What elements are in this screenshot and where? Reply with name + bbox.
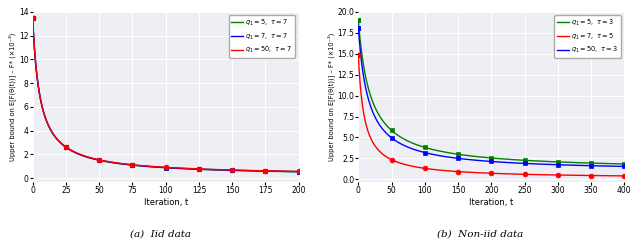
Line: $q_1 = 50,\ \tau = 3$: $q_1 = 50,\ \tau = 3$ <box>358 28 625 166</box>
$q_1 = 50,\ \tau = 3$ <box>477 159 484 162</box>
$q_1 = 50,\ \tau = 7$ <box>158 166 166 168</box>
$q_1 = 7,\ \tau = 7$ <box>29 16 36 19</box>
$q_1 = 5,\ \tau = 3$ <box>612 162 620 165</box>
$q_1 = 5,\ \tau = 7$ <box>151 166 159 168</box>
$q_1 = 7,\ \tau = 5$ <box>368 139 376 142</box>
$q_1 = 5,\ \tau = 7$ <box>158 166 166 169</box>
$q_1 = 7,\ \tau = 7$ <box>287 170 295 173</box>
$q_1 = 50,\ \tau = 3$ <box>621 165 628 168</box>
$q_1 = 50,\ \tau = 3$ <box>612 165 620 168</box>
Y-axis label: Upper bound on E[F(θ(t))] – F* (×10⁻³): Upper bound on E[F(θ(t))] – F* (×10⁻³) <box>327 33 335 161</box>
Line: $q_1 = 7,\ \tau = 5$: $q_1 = 7,\ \tau = 5$ <box>358 55 625 176</box>
$q_1 = 5,\ \tau = 3$ <box>477 156 484 158</box>
$q_1 = 5,\ \tau = 7$ <box>238 169 246 172</box>
$q_1 = 50,\ \tau = 7$ <box>287 170 295 173</box>
$q_1 = 50,\ \tau = 3$ <box>564 164 572 167</box>
$q_1 = 50,\ \tau = 3$ <box>368 109 376 111</box>
Y-axis label: Upper bound on E[F(θ(t))] – F* (×10⁻³): Upper bound on E[F(θ(t))] – F* (×10⁻³) <box>8 33 16 161</box>
Line: $q_1 = 5,\ \tau = 7$: $q_1 = 5,\ \tau = 7$ <box>33 18 299 172</box>
$q_1 = 7,\ \tau = 5$ <box>612 174 620 177</box>
$q_1 = 5,\ \tau = 3$ <box>484 156 492 159</box>
Text: (b)  Non-iid data: (b) Non-iid data <box>437 230 523 239</box>
$q_1 = 7,\ \tau = 5$ <box>564 174 572 177</box>
$q_1 = 50,\ \tau = 3$ <box>355 26 362 29</box>
$q_1 = 7,\ \tau = 5$ <box>621 174 628 177</box>
$q_1 = 5,\ \tau = 7$ <box>42 119 50 122</box>
$q_1 = 50,\ \tau = 3$ <box>484 160 492 163</box>
$q_1 = 5,\ \tau = 7$ <box>295 170 303 173</box>
$q_1 = 7,\ \tau = 7$ <box>295 170 303 173</box>
$q_1 = 50,\ \tau = 7$ <box>287 170 294 173</box>
$q_1 = 7,\ \tau = 5$ <box>477 171 484 174</box>
$q_1 = 50,\ \tau = 7$ <box>238 169 246 172</box>
$q_1 = 50,\ \tau = 7$ <box>29 16 36 19</box>
Line: $q_1 = 50,\ \tau = 7$: $q_1 = 50,\ \tau = 7$ <box>33 18 299 171</box>
$q_1 = 50,\ \tau = 3$ <box>612 165 620 168</box>
$q_1 = 5,\ \tau = 3$ <box>355 19 362 22</box>
$q_1 = 7,\ \tau = 7$ <box>238 169 246 172</box>
$q_1 = 5,\ \tau = 3$ <box>612 162 620 165</box>
$q_1 = 50,\ \tau = 7$ <box>42 119 50 121</box>
$q_1 = 7,\ \tau = 7$ <box>287 170 294 173</box>
X-axis label: Iteration, t: Iteration, t <box>469 198 513 207</box>
$q_1 = 5,\ \tau = 7$ <box>29 16 36 19</box>
$q_1 = 7,\ \tau = 7$ <box>158 166 166 169</box>
$q_1 = 5,\ \tau = 3$ <box>621 163 628 165</box>
$q_1 = 7,\ \tau = 5$ <box>484 172 492 174</box>
$q_1 = 5,\ \tau = 7$ <box>287 170 294 173</box>
$q_1 = 50,\ \tau = 7$ <box>295 170 303 173</box>
Line: $q_1 = 5,\ \tau = 3$: $q_1 = 5,\ \tau = 3$ <box>358 20 625 164</box>
$q_1 = 5,\ \tau = 7$ <box>287 170 295 173</box>
$q_1 = 5,\ \tau = 3$ <box>564 161 572 164</box>
Legend: $q_1 = 5,\ \tau = 3$, $q_1 = 7,\ \tau = 5$, $q_1 = 50,\ \tau = 3$: $q_1 = 5,\ \tau = 3$, $q_1 = 7,\ \tau = … <box>554 15 621 58</box>
$q_1 = 7,\ \tau = 7$ <box>151 165 159 168</box>
$q_1 = 7,\ \tau = 5$ <box>355 54 362 57</box>
$q_1 = 5,\ \tau = 3$ <box>368 98 376 101</box>
$q_1 = 7,\ \tau = 7$ <box>42 119 50 122</box>
$q_1 = 7,\ \tau = 5$ <box>612 174 620 177</box>
Text: (a)  Iid data: (a) Iid data <box>129 230 191 239</box>
X-axis label: Iteration, t: Iteration, t <box>143 198 188 207</box>
Line: $q_1 = 7,\ \tau = 7$: $q_1 = 7,\ \tau = 7$ <box>33 18 299 172</box>
Legend: $q_1 = 5,\ \tau = 7$, $q_1 = 7,\ \tau = 7$, $q_1 = 50,\ \tau = 7$: $q_1 = 5,\ \tau = 7$, $q_1 = 7,\ \tau = … <box>228 15 295 58</box>
$q_1 = 50,\ \tau = 7$ <box>151 165 159 168</box>
